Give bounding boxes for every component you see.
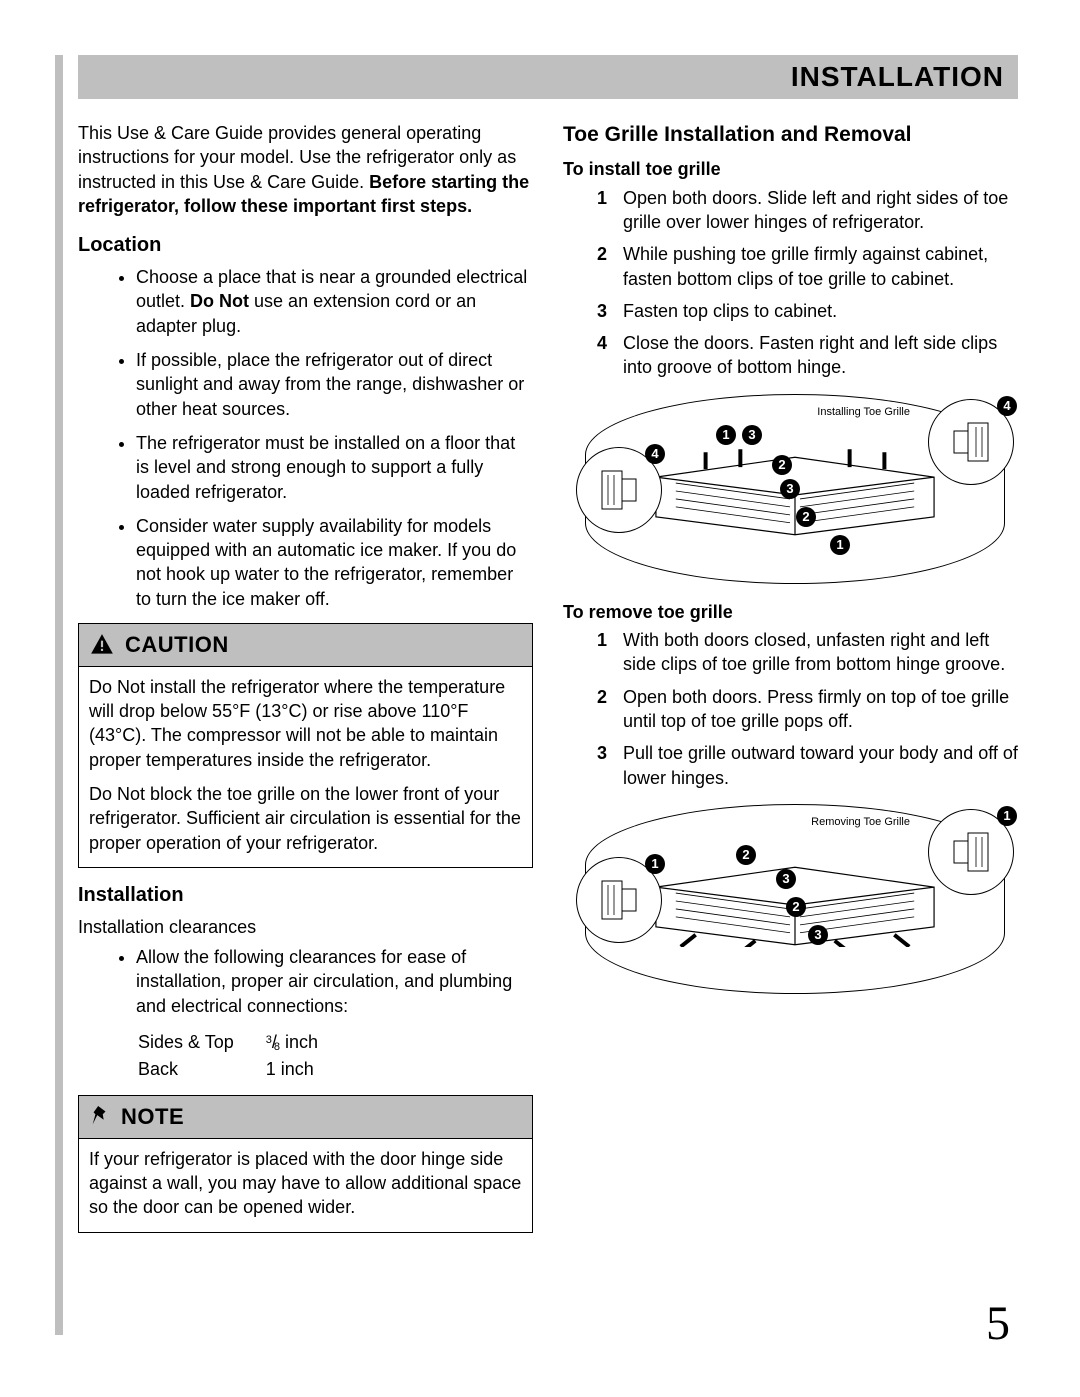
remove-steps: 1With both doors closed, unfasten right …	[563, 628, 1018, 790]
clearance-list: Allow the following clearances for ease …	[78, 945, 533, 1018]
inset-left: 4	[576, 447, 662, 533]
list-item: If possible, place the refrigerator out …	[136, 348, 533, 421]
diagram-label: Removing Toe Grille	[811, 815, 910, 830]
diagram-label: Installing Toe Grille	[817, 405, 910, 420]
remove-label: To remove toe grille	[563, 600, 1018, 624]
page-content: INSTALLATION This Use & Care Guide provi…	[78, 55, 1018, 1245]
location-list: Choose a place that is near a grounded e…	[78, 265, 533, 611]
page-number: 5	[986, 1292, 1010, 1357]
list-item: The refrigerator must be installed on a …	[136, 431, 533, 504]
location-heading: Location	[78, 232, 533, 259]
pushpin-icon	[89, 1104, 111, 1130]
list-item: 2While pushing toe grille firmly against…	[597, 242, 1018, 291]
list-item: 1Open both doors. Slide left and right s…	[597, 186, 1018, 235]
note-text: If your refrigerator is placed with the …	[89, 1147, 522, 1220]
list-item: 2Open both doors. Press firmly on top of…	[597, 685, 1018, 734]
list-item: 3Fasten top clips to cabinet.	[597, 299, 1018, 323]
warning-icon	[89, 632, 115, 658]
inset-left: 1	[576, 857, 662, 943]
list-item: Choose a place that is near a grounded e…	[136, 265, 533, 338]
install-diagram: Installing Toe Grille 4 4	[585, 394, 1005, 584]
note-label: NOTE	[121, 1102, 184, 1132]
left-column: This Use & Care Guide provides general o…	[78, 121, 533, 1245]
intro-paragraph: This Use & Care Guide provides general o…	[78, 121, 533, 218]
table-row: Sides & Top 3/8 inch	[138, 1030, 348, 1055]
caution-p2: Do Not block the toe grille on the lower…	[89, 782, 522, 855]
toe-heading: Toe Grille Installation and Removal	[563, 121, 1018, 149]
inset-right: 1	[928, 809, 1014, 895]
list-item: Consider water supply availability for m…	[136, 514, 533, 611]
install-steps: 1Open both doors. Slide left and right s…	[563, 186, 1018, 380]
list-item: 3Pull toe grille outward toward your bod…	[597, 741, 1018, 790]
installation-heading: Installation	[78, 882, 533, 909]
table-row: Back 1 inch	[138, 1057, 348, 1081]
right-column: Toe Grille Installation and Removal To i…	[563, 121, 1018, 1245]
caution-p1: Do Not install the refrigerator where th…	[89, 675, 522, 772]
installation-sub: Installation clearances	[78, 915, 533, 939]
install-label: To install toe grille	[563, 157, 1018, 181]
remove-diagram: Removing Toe Grille 1 1	[585, 804, 1005, 994]
left-gutter	[55, 55, 63, 1335]
title-banner: INSTALLATION	[78, 55, 1018, 99]
page-title: INSTALLATION	[791, 58, 1004, 96]
list-item: 1With both doors closed, unfasten right …	[597, 628, 1018, 677]
caution-label: CAUTION	[125, 630, 229, 660]
inset-right: 4	[928, 399, 1014, 485]
list-item: 4Close the doors. Fasten right and left …	[597, 331, 1018, 380]
clearance-table: Sides & Top 3/8 inch Back 1 inch	[78, 1028, 350, 1083]
list-item: Allow the following clearances for ease …	[136, 945, 533, 1018]
note-callout: NOTE If your refrigerator is placed with…	[78, 1095, 533, 1233]
caution-callout: CAUTION Do Not install the refrigerator …	[78, 623, 533, 868]
